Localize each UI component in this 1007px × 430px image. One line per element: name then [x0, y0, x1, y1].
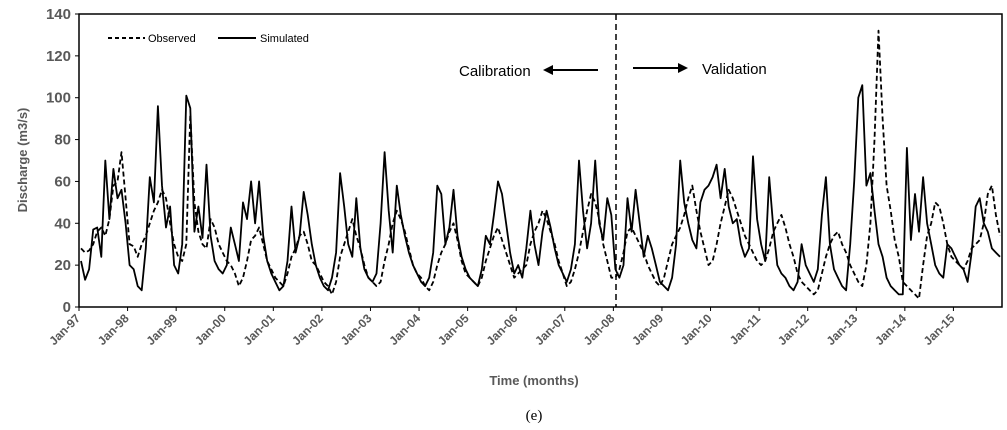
- x-axis-title: Time (months): [489, 373, 578, 388]
- x-tick-label: Jan-05: [435, 311, 472, 348]
- y-tick-label: 80: [54, 132, 71, 149]
- y-tick-label: 140: [46, 6, 71, 23]
- y-axis-title: Discharge (m3/s): [15, 108, 30, 213]
- x-axis: Jan-97 Jan-98 Jan-99 Jan-00 Jan-01 Jan-02 Jan-…: [46, 307, 958, 348]
- legend-observed-label: Observed: [148, 33, 196, 45]
- x-tick-label: Jan-06: [484, 311, 521, 348]
- x-tick-label: Jan-13: [824, 311, 861, 348]
- x-tick-label: Jan-12: [775, 311, 812, 348]
- y-tick-label: 0: [63, 299, 71, 316]
- series-observed-line: [80, 29, 1001, 300]
- legend: Observed Simulated: [108, 33, 309, 45]
- calibration-arrow: [543, 65, 598, 75]
- x-tick-label: Jan-02: [289, 311, 326, 348]
- x-tick-label: Jan-04: [386, 311, 423, 348]
- validation-annotation: Validation: [702, 61, 767, 78]
- y-tick-label: 120: [46, 48, 71, 65]
- x-tick-label: Jan-03: [338, 311, 375, 348]
- panel-label: (e): [526, 408, 543, 424]
- y-tick-label: 40: [54, 215, 71, 232]
- x-tick-label: Jan-08: [581, 311, 618, 348]
- x-tick-label: Jan-97: [46, 311, 83, 348]
- y-axis: 0 20 40 60 80 100 120 140: [46, 6, 79, 316]
- x-tick-label: Jan-15: [921, 311, 958, 348]
- plot-area-frame: [78, 13, 1003, 308]
- legend-simulated-label: Simulated: [260, 33, 309, 45]
- series-simulated-line: [80, 84, 1001, 296]
- validation-arrow: [633, 63, 688, 73]
- series-layer: [80, 29, 1001, 300]
- x-tick-label: Jan-99: [143, 311, 180, 348]
- x-tick-label: Jan-01: [241, 311, 278, 348]
- calibration-annotation: Calibration: [459, 63, 531, 80]
- x-tick-label: Jan-14: [872, 311, 909, 348]
- x-tick-label: Jan-07: [532, 311, 569, 348]
- y-tick-label: 20: [54, 257, 71, 274]
- x-tick-label: Jan-10: [678, 311, 715, 348]
- x-tick-label: Jan-11: [727, 311, 764, 348]
- x-tick-label: Jan-00: [192, 311, 229, 348]
- x-tick-label: Jan-09: [629, 311, 666, 348]
- y-tick-label: 100: [46, 90, 71, 107]
- y-tick-label: 60: [54, 173, 71, 190]
- x-tick-label: Jan-98: [95, 311, 132, 348]
